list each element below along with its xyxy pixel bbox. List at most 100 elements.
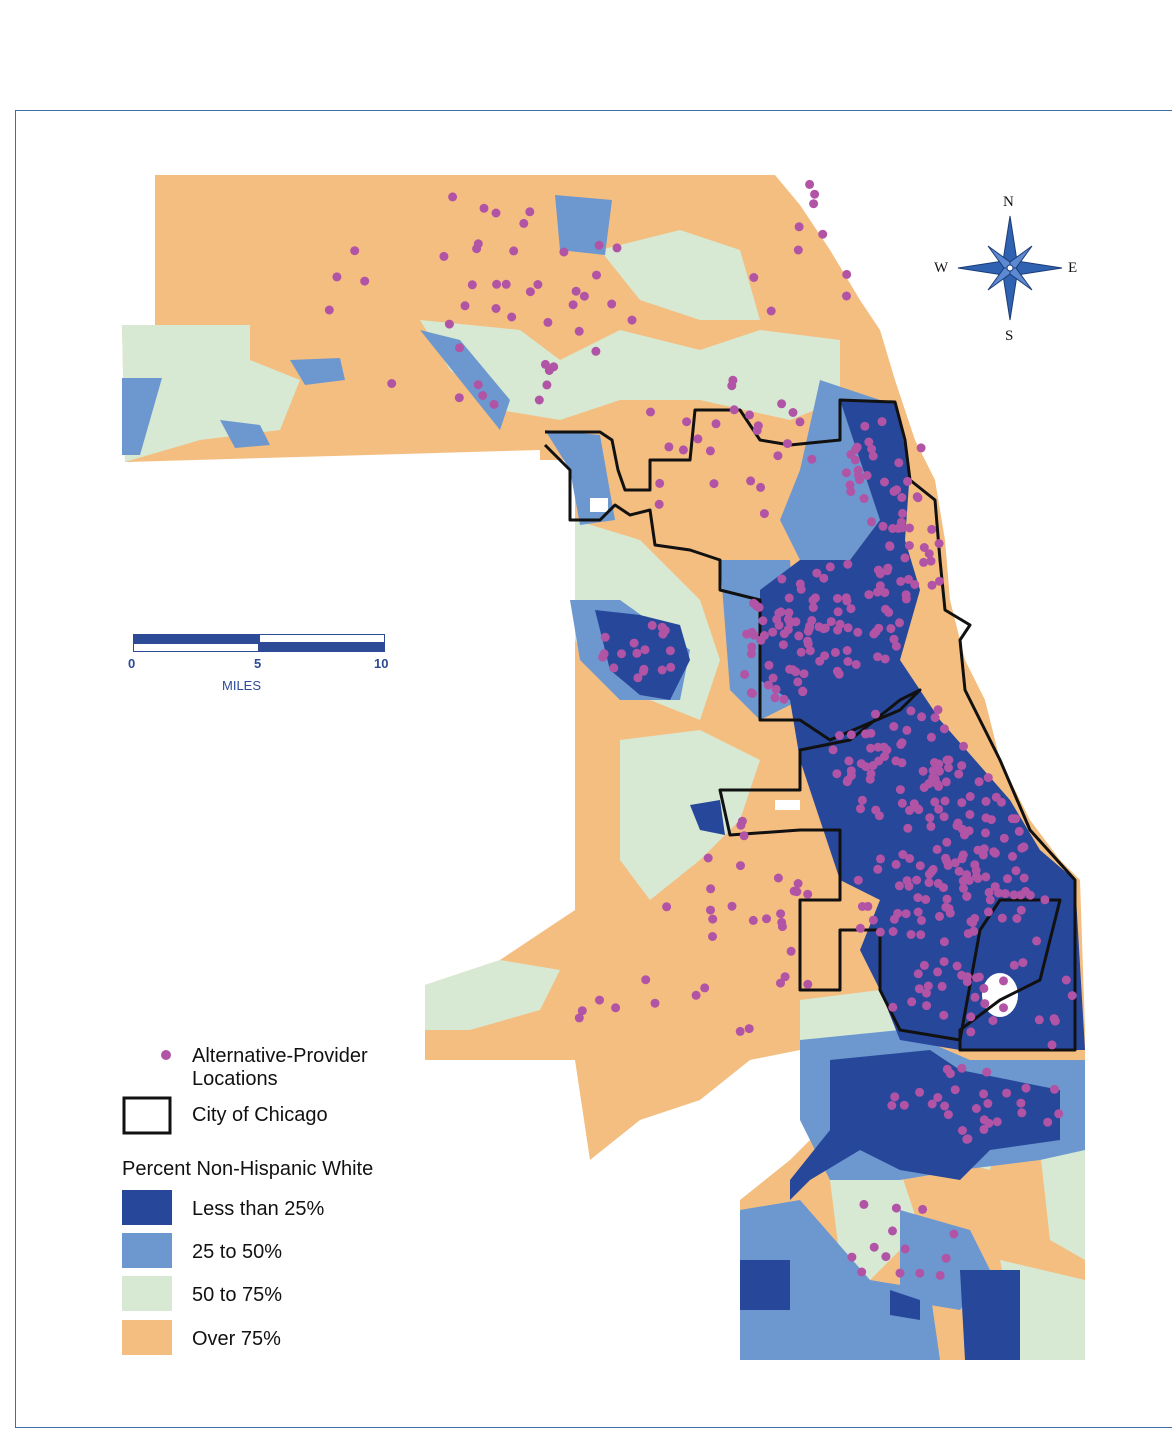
provider-location-point [501, 279, 511, 289]
provider-location-point [783, 625, 793, 635]
provider-location-point [916, 443, 926, 453]
provider-location-point [842, 777, 852, 787]
legend-swatch-less-than-25 [122, 1190, 172, 1225]
map-region [890, 1290, 920, 1320]
provider-location-point [970, 992, 980, 1002]
provider-location-point [983, 907, 993, 917]
provider-location-point [984, 1118, 994, 1128]
provider-location-point [927, 524, 937, 534]
provider-location-point [820, 651, 830, 661]
provider-location-point [810, 593, 820, 603]
provider-location-point [778, 640, 788, 650]
provider-location-point [708, 914, 718, 924]
provider-location-point [759, 509, 769, 519]
provider-location-point [1003, 874, 1012, 884]
provider-location-point [909, 799, 919, 809]
provider-location-point [691, 990, 701, 1000]
provider-location-point [843, 559, 853, 569]
provider-location-point [1043, 1117, 1053, 1127]
provider-location-point [904, 574, 913, 584]
provider-location-point [543, 317, 553, 327]
provider-location-point [861, 729, 871, 739]
provider-location-point [871, 805, 881, 815]
provider-location-point [964, 876, 974, 885]
provider-location-point [937, 981, 947, 991]
provider-location-point [708, 932, 717, 941]
provider-location-point [833, 594, 842, 603]
provider-location-point [655, 478, 665, 488]
provider-location-point [1008, 851, 1017, 861]
provider-location-point [905, 854, 915, 863]
provider-location-point [887, 1101, 897, 1110]
provider-location-point [455, 343, 464, 353]
provider-location-point [809, 199, 819, 209]
provider-location-point [768, 627, 778, 637]
provider-location-point [876, 854, 885, 864]
provider-location-point [473, 380, 483, 390]
provider-location-point [991, 792, 1001, 802]
provider-location-point [796, 584, 806, 594]
provider-location-point [880, 588, 890, 598]
provider-location-point [735, 1026, 745, 1036]
provider-location-point [768, 673, 778, 683]
provider-location-point [942, 894, 952, 904]
provider-location-point [794, 631, 804, 641]
provider-location-point [1009, 890, 1019, 900]
provider-location-point [900, 1244, 910, 1254]
provider-location-point [1067, 991, 1077, 1001]
provider-location-point [962, 892, 972, 901]
provider-location-point [700, 983, 710, 993]
provider-location-point [1032, 936, 1042, 946]
provider-location-point [467, 280, 477, 290]
provider-location-point [794, 222, 804, 232]
provider-location-point [746, 476, 756, 486]
provider-location-point [387, 379, 397, 388]
provider-location-point [789, 886, 799, 896]
provider-location-point [693, 434, 703, 444]
map-frame [15, 110, 1172, 1428]
provider-location-point [736, 820, 746, 830]
provider-location-point [950, 858, 960, 868]
provider-location-point [981, 796, 991, 806]
provider-location-point [873, 652, 883, 662]
provider-location-point [805, 623, 814, 633]
provider-location-point [1016, 1098, 1026, 1108]
provider-location-point [818, 229, 828, 239]
provider-location-point [762, 914, 771, 924]
provider-location-point [889, 634, 899, 644]
scale-tick-10: 10 [374, 656, 389, 671]
map-region [830, 1170, 920, 1280]
provider-location-point [958, 1126, 967, 1135]
provider-location-point [919, 557, 929, 567]
provider-location-point [1054, 1109, 1064, 1119]
provider-location-point [846, 730, 856, 740]
provider-location-point [868, 915, 878, 925]
map-region [760, 400, 1085, 1050]
provider-location-point [1011, 814, 1021, 824]
provider-location-point [850, 455, 860, 465]
provider-location-point [971, 1104, 981, 1113]
provider-location-point [1017, 1108, 1027, 1118]
map-region [420, 320, 840, 420]
provider-location-point [793, 879, 803, 888]
provider-location-point [509, 246, 519, 256]
provider-location-point [878, 521, 888, 531]
provider-location-point [952, 961, 962, 971]
provider-location-point [897, 493, 907, 502]
provider-location-point [941, 1253, 951, 1263]
provider-location-point [899, 1100, 909, 1110]
provider-location-point [748, 915, 758, 925]
provider-location-point [940, 1101, 950, 1111]
provider-location-point [807, 454, 817, 464]
provider-location-point [793, 677, 803, 687]
provider-location-point [913, 893, 923, 903]
provider-location-point [917, 915, 926, 925]
provider-location-point [856, 804, 865, 814]
provider-location-point [983, 1099, 993, 1108]
provider-location-point [854, 470, 863, 480]
provider-location-point [846, 487, 856, 497]
provider-location-point [999, 976, 1008, 986]
provider-location-point [881, 1252, 891, 1262]
provider-location-point [439, 251, 449, 261]
provider-location-point [832, 666, 842, 676]
